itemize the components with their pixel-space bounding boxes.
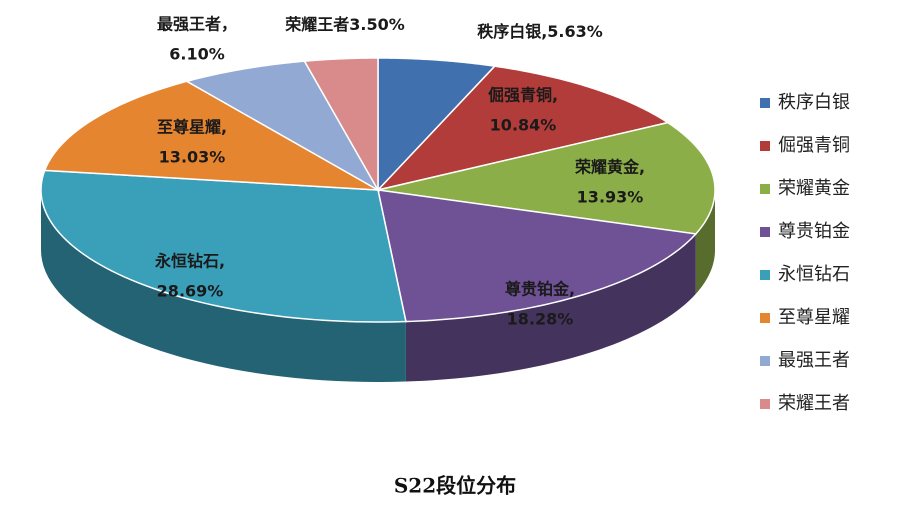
data-label-name: 永恒钻石, — [154, 252, 225, 271]
data-label-name: 荣耀王者 — [284, 15, 349, 34]
legend-label: 永恒钻石 — [778, 264, 850, 285]
legend-swatch — [760, 98, 770, 108]
legend-swatch — [760, 356, 770, 366]
legend-swatch — [760, 313, 770, 323]
chart-title: S22段位分布 — [394, 474, 516, 498]
slice — [377, 189, 698, 323]
data-label-value: 10.84% — [490, 116, 557, 135]
data-label-name: 秩序白银, — [477, 22, 547, 41]
slice — [184, 60, 381, 193]
slice-side — [41, 190, 406, 382]
legend-label: 荣耀黄金 — [778, 178, 850, 199]
legend-swatch — [760, 227, 770, 237]
data-label-name: 尊贵铂金, — [505, 280, 575, 299]
legend-label: 最强王者 — [778, 350, 850, 371]
slice — [375, 65, 670, 192]
slice-side — [405, 233, 696, 382]
slice — [377, 57, 497, 192]
slice — [40, 169, 407, 323]
slice-side — [695, 190, 715, 294]
legend-swatch — [760, 399, 770, 409]
data-label-name: 倔强青铜, — [488, 86, 558, 105]
legend-swatch — [760, 270, 770, 280]
data-label-value: 5.63% — [547, 22, 603, 41]
slice — [43, 80, 379, 191]
legend-swatch — [760, 184, 770, 194]
legend-label: 荣耀王者 — [778, 393, 850, 414]
data-label: 荣耀王者3.50% — [284, 15, 405, 34]
data-label-value: 18.28% — [507, 310, 574, 329]
data-label: 秩序白银,5.63% — [477, 22, 603, 41]
data-label-name: 最强王者， — [157, 15, 237, 34]
legend-label: 至尊星耀 — [778, 307, 850, 328]
legend-label: 秩序白银 — [778, 92, 850, 113]
legend-swatch — [760, 141, 770, 151]
data-label-value: 13.03% — [159, 148, 226, 167]
slice — [303, 57, 379, 193]
legend-label: 倔强青铜 — [778, 135, 850, 156]
data-label-value: 6.10% — [169, 45, 225, 64]
legend-label: 尊贵铂金 — [778, 221, 850, 242]
data-label-value: 13.93% — [577, 188, 644, 207]
data-label-name: 至尊星耀, — [157, 118, 227, 137]
slice — [377, 121, 716, 235]
data-label-value: 28.69% — [157, 282, 224, 301]
data-label-value: 3.50% — [349, 15, 405, 34]
data-label-name: 荣耀黄金, — [574, 158, 645, 177]
